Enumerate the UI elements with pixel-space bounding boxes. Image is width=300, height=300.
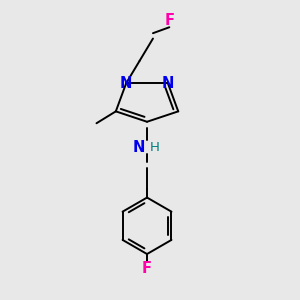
Text: N: N [132,140,145,154]
Text: N: N [162,76,174,91]
Text: N: N [120,76,132,91]
Text: F: F [142,261,152,276]
Text: F: F [164,13,174,28]
Text: H: H [149,140,159,154]
